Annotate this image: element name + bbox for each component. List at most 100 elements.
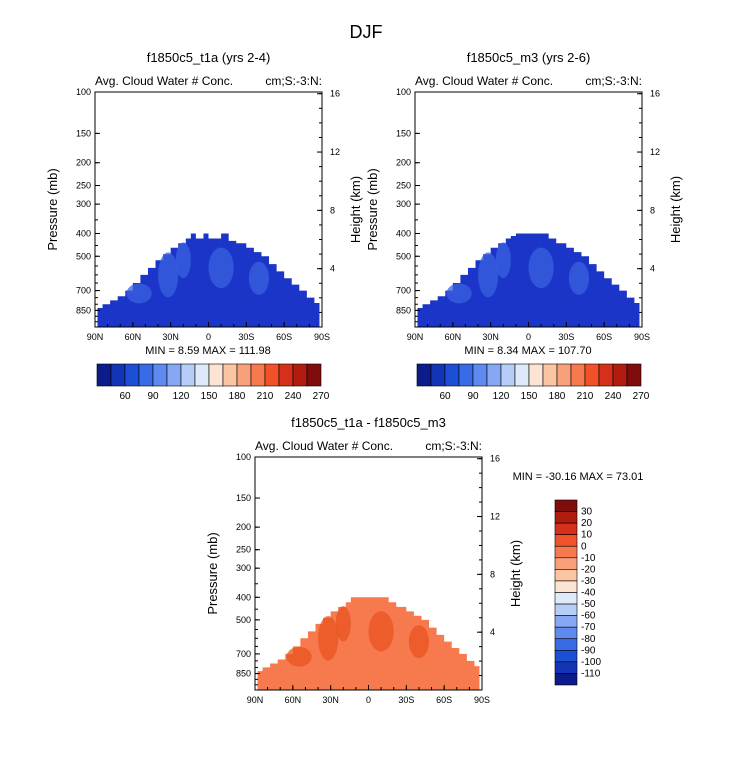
y-tick-label: 850 bbox=[396, 305, 411, 315]
colorbar-box bbox=[584, 363, 600, 387]
y-tick-label: 250 bbox=[396, 181, 411, 191]
height-tick-label: 12 bbox=[330, 147, 340, 157]
contour-shade-4 bbox=[568, 261, 590, 295]
colorbar-box bbox=[554, 545, 578, 559]
chart-title: f1850c5_m3 (yrs 2-6) bbox=[467, 50, 591, 65]
contour-shade-3 bbox=[368, 611, 394, 652]
colorbar-box bbox=[236, 363, 252, 387]
min-max-stats: MIN = -30.16 MAX = 73.01 bbox=[513, 471, 644, 483]
height-tick-label: 8 bbox=[650, 205, 655, 215]
contour-shade-4 bbox=[248, 261, 270, 295]
data-field bbox=[417, 233, 640, 327]
y-tick-label: 250 bbox=[236, 545, 251, 555]
y-tick-label: 150 bbox=[396, 128, 411, 138]
left-label: Avg. Cloud Water # Conc. bbox=[255, 439, 393, 453]
colorbar-label: -100 bbox=[581, 657, 601, 668]
contour-shade-1 bbox=[318, 616, 339, 661]
x-tick-label: 0 bbox=[366, 695, 371, 705]
colorbar-label: -40 bbox=[581, 588, 596, 599]
contour-shade-3 bbox=[208, 247, 234, 289]
contour-shade-2 bbox=[175, 242, 191, 279]
panels: f1850c5_t1a (yrs 2-4) Avg. Cloud Water # … bbox=[45, 50, 683, 705]
y-tick-label: 400 bbox=[76, 228, 91, 238]
colorbar-box bbox=[264, 363, 280, 387]
colorbar-box bbox=[554, 615, 578, 628]
y-tick-label: 850 bbox=[76, 305, 91, 315]
height-tick-label: 16 bbox=[330, 89, 340, 99]
x-tick-label: 60S bbox=[276, 332, 292, 342]
colorbar-box bbox=[278, 363, 294, 387]
height-tick-label: 16 bbox=[650, 89, 660, 99]
colorbar-box bbox=[598, 363, 614, 387]
y-tick-label: 100 bbox=[76, 87, 91, 97]
colorbar-box bbox=[180, 363, 196, 387]
colorbar-label: 90 bbox=[467, 391, 479, 402]
height-tick-label: 4 bbox=[490, 627, 495, 637]
colorbar-label: 240 bbox=[285, 391, 302, 402]
data-field bbox=[257, 597, 480, 690]
colorbar-label: 270 bbox=[633, 391, 650, 402]
colorbar-label: 270 bbox=[313, 391, 330, 402]
colorbar-box bbox=[554, 592, 578, 605]
colorbar-box bbox=[110, 363, 126, 387]
colorbar-box bbox=[554, 522, 578, 535]
x-tick-label: 0 bbox=[206, 332, 211, 342]
colorbar-box bbox=[194, 363, 210, 387]
contour-shade-1 bbox=[158, 252, 179, 298]
chart-panel-2: f1850c5_m3 (yrs 2-6) Avg. Cloud Water # C… bbox=[365, 50, 683, 402]
colorbar-label: 180 bbox=[229, 391, 246, 402]
left-label: Avg. Cloud Water # Conc. bbox=[415, 74, 553, 88]
contour-shade-2 bbox=[495, 242, 511, 279]
y-tick-label: 200 bbox=[236, 522, 251, 532]
colorbar-label: 10 bbox=[581, 530, 593, 541]
y-tick-label: 400 bbox=[236, 592, 251, 602]
y-tick-label: 500 bbox=[76, 251, 91, 261]
y-axis-label-right: Height (km) bbox=[508, 540, 523, 607]
colorbar-box bbox=[430, 363, 446, 387]
min-max-stats: MIN = 8.34 MAX = 107.70 bbox=[464, 345, 591, 357]
y-axis-label: Pressure (mb) bbox=[205, 532, 220, 614]
colorbar: 3020100-10-20-30-40-50-60-70-80-90-100-1… bbox=[554, 499, 601, 686]
height-tick-label: 4 bbox=[330, 264, 335, 274]
colorbar-box bbox=[554, 650, 578, 663]
y-axis-label: Pressure (mb) bbox=[365, 168, 380, 250]
colorbar-label: 150 bbox=[521, 391, 538, 402]
colorbar-box bbox=[500, 363, 516, 387]
colorbar-label: 0 bbox=[581, 541, 587, 552]
colorbar-label: -60 bbox=[581, 611, 596, 622]
colorbar-box bbox=[612, 363, 628, 387]
colorbar-box bbox=[458, 363, 474, 387]
colorbar-box bbox=[222, 363, 238, 387]
x-tick-label: 30S bbox=[558, 332, 574, 342]
contour-shade-5 bbox=[286, 646, 312, 667]
colorbar-box bbox=[124, 363, 140, 387]
colorbar-box bbox=[554, 638, 578, 651]
x-tick-label: 0 bbox=[526, 332, 531, 342]
colorbar-label: 60 bbox=[439, 391, 451, 402]
data-field bbox=[97, 233, 320, 327]
colorbar-label: 120 bbox=[173, 391, 190, 402]
y-tick-label: 100 bbox=[396, 87, 411, 97]
colorbar-box bbox=[554, 603, 578, 616]
colorbar: 60 90 120 150 180 210 240 270 bbox=[96, 363, 330, 402]
height-tick-label: 4 bbox=[650, 264, 655, 274]
colorbar-label: -30 bbox=[581, 576, 596, 587]
x-tick-label: 30S bbox=[398, 695, 414, 705]
colorbar-box bbox=[444, 363, 460, 387]
contour-shade-5 bbox=[446, 283, 472, 304]
x-tick-label: 90N bbox=[87, 332, 104, 342]
height-tick-label: 8 bbox=[330, 205, 335, 215]
colorbar-box bbox=[152, 363, 168, 387]
x-tick-label: 30N bbox=[482, 332, 499, 342]
colorbar-box bbox=[554, 499, 578, 512]
x-tick-label: 60S bbox=[596, 332, 612, 342]
y-axis-label: Pressure (mb) bbox=[45, 168, 60, 250]
colorbar-box bbox=[292, 363, 308, 387]
colorbar-box bbox=[138, 363, 154, 387]
min-max-stats: MIN = 8.59 MAX = 111.98 bbox=[145, 345, 271, 357]
y-tick-label: 500 bbox=[236, 615, 251, 625]
colorbar-label: -20 bbox=[581, 564, 596, 575]
colorbar-box bbox=[626, 363, 642, 387]
colorbar-label: 240 bbox=[605, 391, 622, 402]
